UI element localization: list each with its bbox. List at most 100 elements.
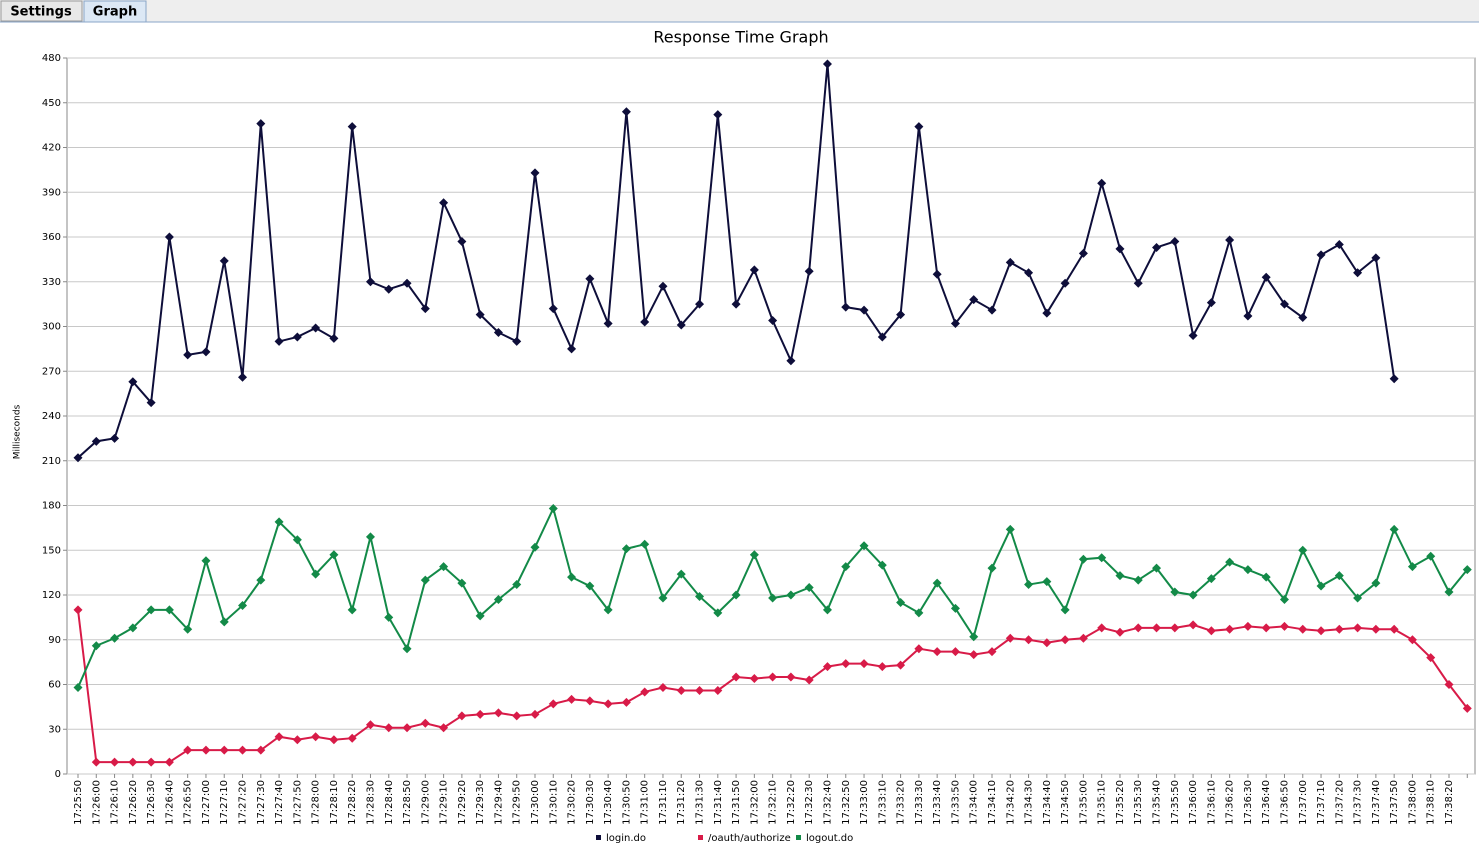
legend-swatch: [596, 835, 601, 840]
x-tick-label: 17:34:00: [969, 780, 980, 825]
data-point: [1042, 577, 1052, 587]
tab[interactable]: [0, 0, 83, 22]
data-point: [420, 718, 430, 728]
x-tick-label: 17:29:40: [493, 780, 504, 825]
data-point: [256, 745, 266, 755]
data-point: [1042, 638, 1052, 648]
data-point: [1298, 545, 1308, 555]
data-point: [1298, 313, 1308, 323]
data-point: [201, 347, 211, 357]
data-point: [164, 757, 174, 767]
data-point: [548, 503, 558, 513]
data-point: [347, 605, 357, 615]
data-point: [146, 605, 156, 615]
data-point: [274, 517, 284, 527]
data-point: [1188, 330, 1198, 340]
x-tick-label: 17:34:10: [987, 780, 998, 825]
data-point: [932, 269, 942, 279]
x-tick-label: 17:27:50: [292, 780, 303, 825]
data-point: [420, 575, 430, 585]
data-point: [292, 535, 302, 545]
data-point: [1060, 635, 1070, 645]
data-point: [274, 336, 284, 346]
x-tick-label: 17:31:00: [640, 780, 651, 825]
data-point: [1133, 278, 1143, 288]
data-point: [914, 122, 924, 132]
legend-swatch: [698, 835, 703, 840]
data-point: [384, 723, 394, 733]
data-point: [439, 562, 449, 572]
data-point: [786, 590, 796, 600]
data-point: [804, 266, 814, 276]
data-point: [512, 711, 522, 721]
data-point: [749, 265, 759, 275]
data-point: [73, 682, 83, 692]
x-tick-label: 17:28:50: [402, 780, 413, 825]
data-point: [950, 603, 960, 613]
data-point: [1279, 621, 1289, 631]
x-tick-label: 17:31:50: [731, 780, 742, 825]
x-tick-label: 17:28:10: [329, 780, 340, 825]
data-point: [969, 632, 979, 642]
x-tick-label: 17:32:40: [822, 780, 833, 825]
x-tick-label: 17:29:30: [475, 780, 486, 825]
data-point: [640, 539, 650, 549]
data-point: [183, 350, 193, 360]
x-tick-label: 17:27:40: [274, 780, 285, 825]
x-tick-label: 17:28:20: [347, 780, 358, 825]
data-point: [987, 563, 997, 573]
data-point: [676, 685, 686, 695]
data-point: [658, 281, 668, 291]
x-tick-label: 17:26:40: [164, 780, 175, 825]
legend-swatch: [796, 835, 801, 840]
tab-label: Graph: [93, 5, 137, 20]
data-point: [1115, 244, 1125, 254]
data-point: [585, 581, 595, 591]
data-point: [530, 168, 540, 178]
x-tick-label: 17:27:10: [219, 780, 230, 825]
x-tick-label: 17:38:20: [1444, 780, 1455, 825]
data-point: [695, 685, 705, 695]
data-point: [183, 745, 193, 755]
data-point: [1133, 575, 1143, 585]
x-tick-label: 17:31:30: [695, 780, 706, 825]
data-point: [1389, 524, 1399, 534]
data-point: [1152, 563, 1162, 573]
data-point: [567, 572, 577, 582]
data-point: [804, 583, 814, 593]
data-point: [1279, 299, 1289, 309]
data-point: [1316, 581, 1326, 591]
data-point: [475, 709, 485, 719]
data-point: [238, 745, 248, 755]
x-tick-label: 17:30:20: [567, 780, 578, 825]
data-point: [548, 699, 558, 709]
data-point: [1353, 593, 1363, 603]
data-point: [1024, 580, 1034, 590]
data-point: [1316, 250, 1326, 260]
data-point: [110, 633, 120, 643]
x-tick-label: 17:28:00: [311, 780, 322, 825]
x-tick-label: 17:38:10: [1426, 780, 1437, 825]
data-point: [1005, 633, 1015, 643]
x-tick-label: 17:27:20: [238, 780, 249, 825]
data-point: [768, 316, 778, 326]
data-point: [603, 319, 613, 329]
data-point: [896, 660, 906, 670]
data-point: [877, 662, 887, 672]
data-point: [1261, 572, 1271, 582]
data-point: [91, 757, 101, 767]
chart-title: Response Time Graph: [653, 28, 828, 47]
y-tick-label: 420: [42, 143, 61, 154]
y-tick-label: 270: [42, 366, 61, 377]
data-point: [183, 624, 193, 634]
y-tick-label: 300: [42, 322, 61, 333]
data-point: [91, 436, 101, 446]
data-point: [1225, 235, 1235, 245]
x-tick-label: 17:29:00: [420, 780, 431, 825]
data-point: [640, 317, 650, 327]
data-point: [164, 605, 174, 615]
x-tick-label: 17:36:00: [1188, 780, 1199, 825]
data-point: [749, 550, 759, 560]
data-point: [877, 332, 887, 342]
data-point: [402, 644, 412, 654]
